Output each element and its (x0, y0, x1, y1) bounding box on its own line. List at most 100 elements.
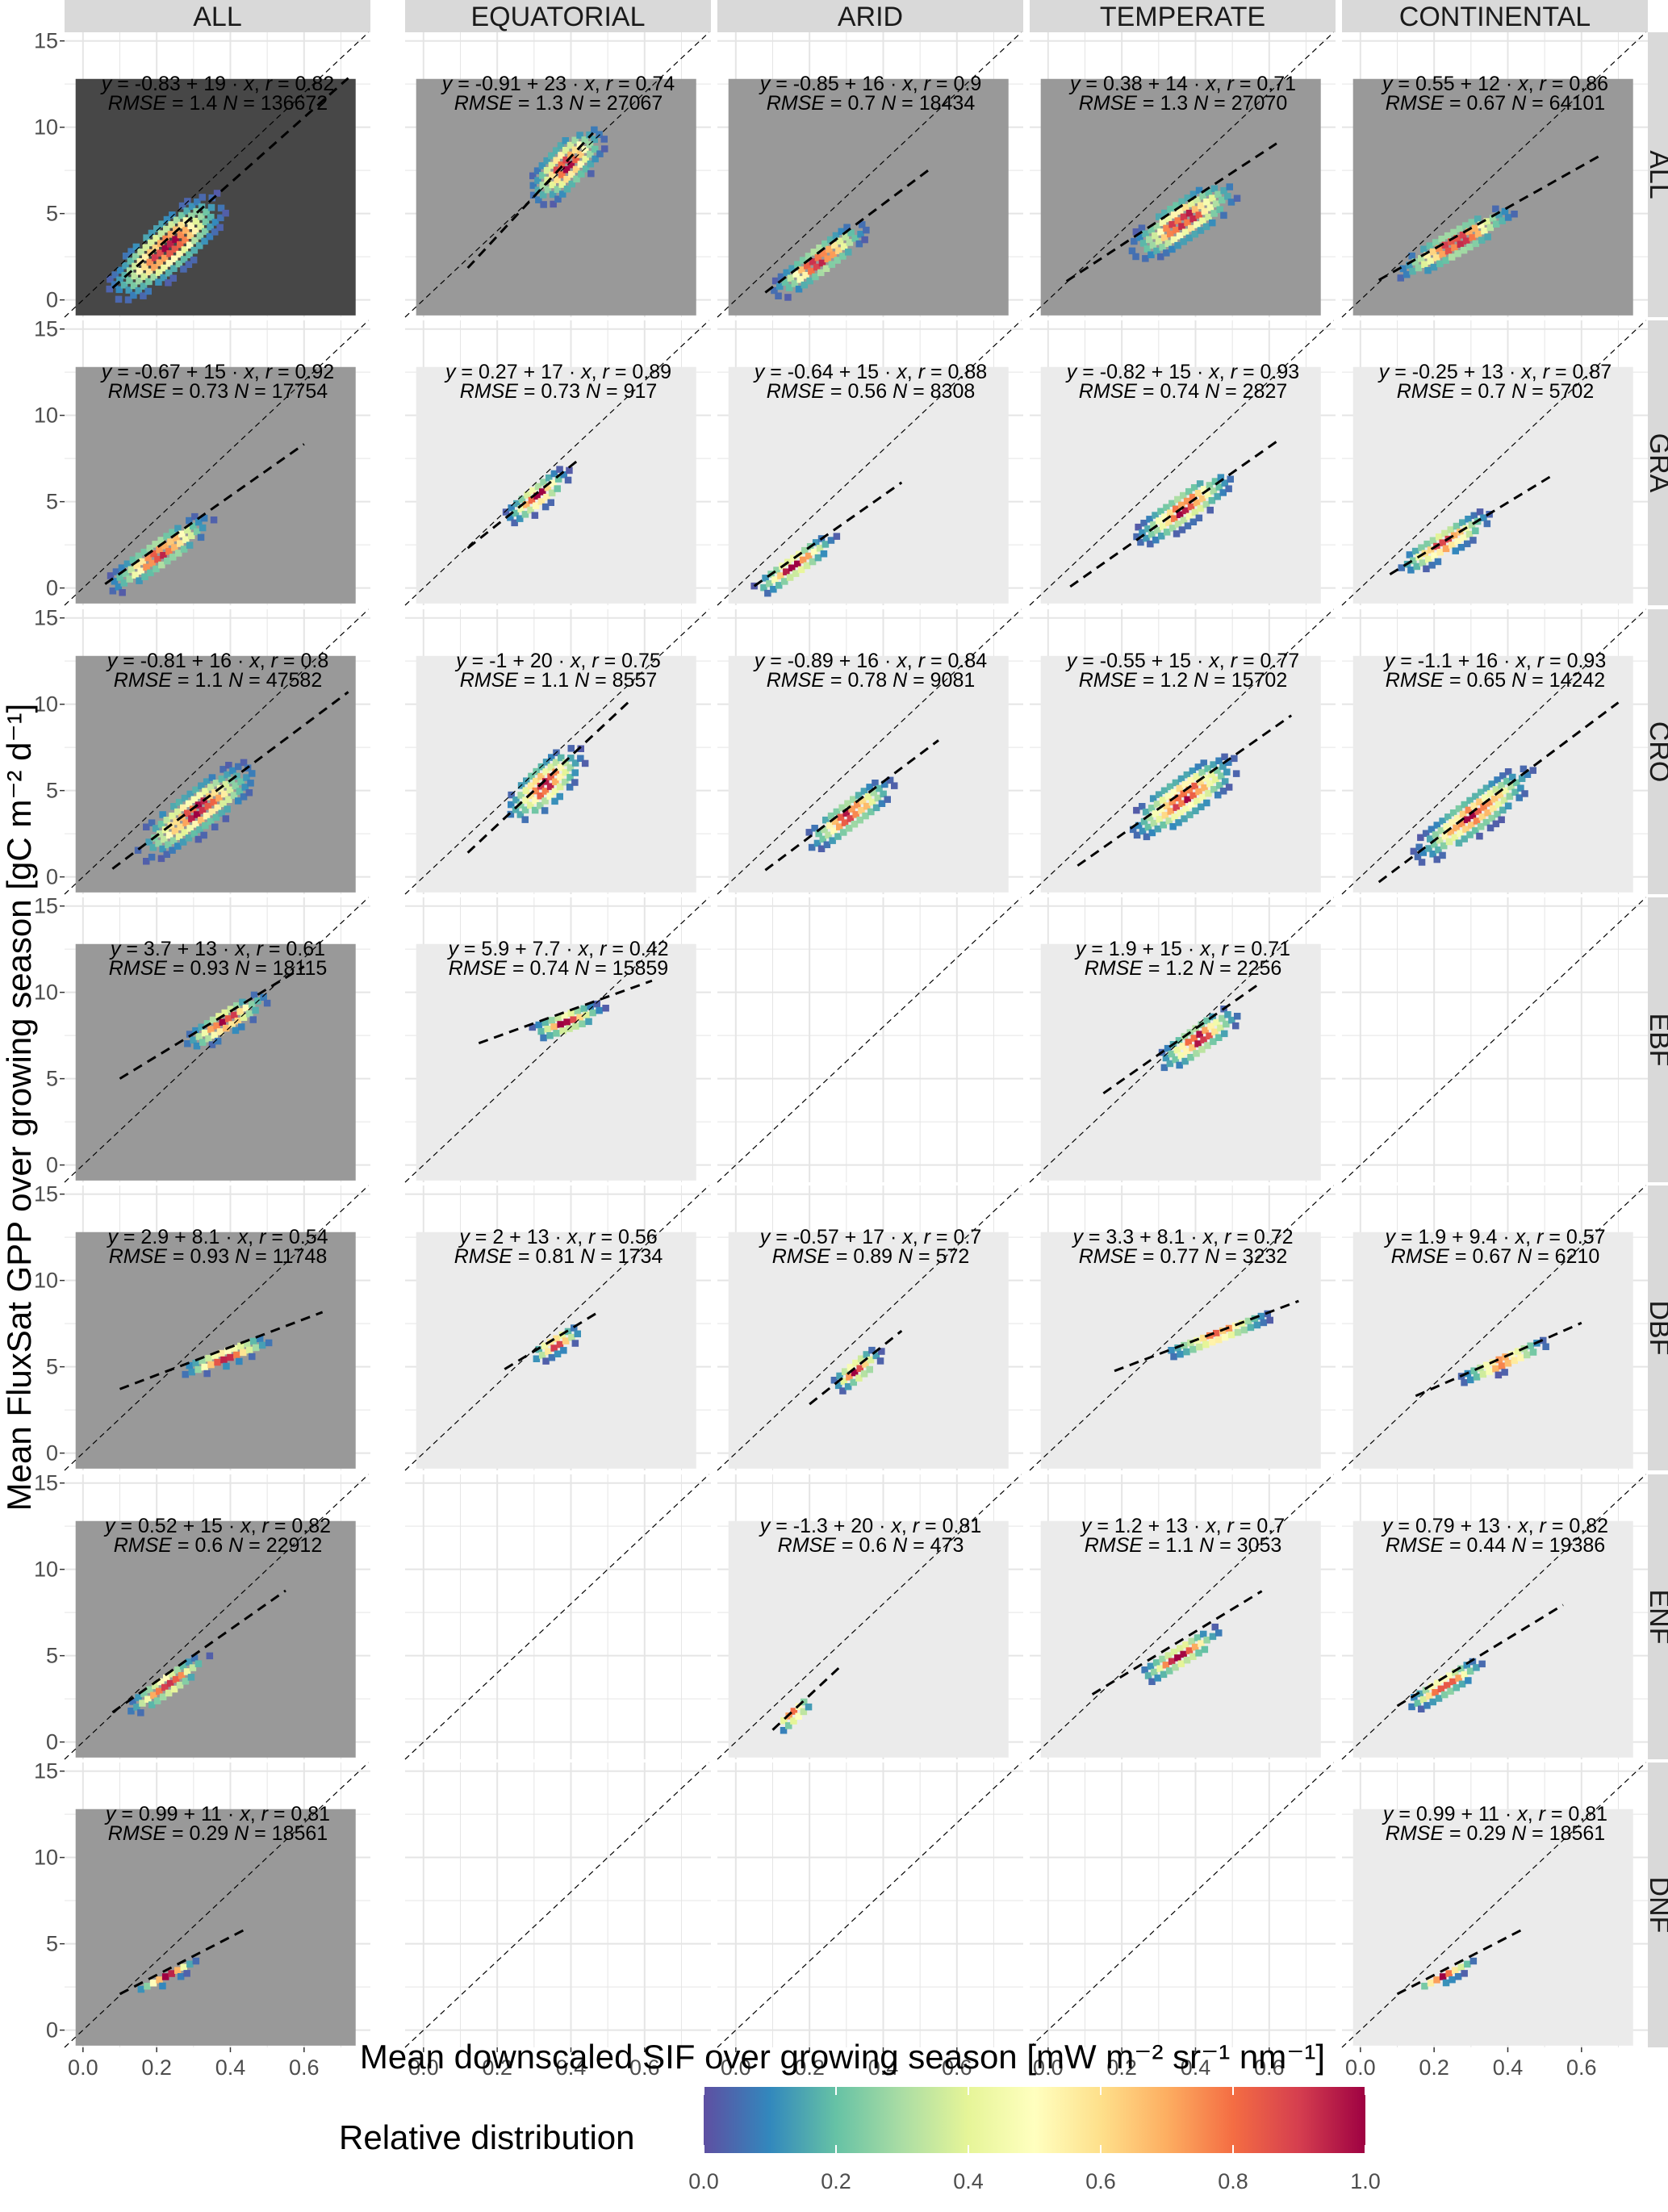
heatmap-cell (144, 287, 152, 295)
heatmap-cell (167, 240, 174, 248)
heatmap-cell (1146, 516, 1153, 523)
one-to-one-line (64, 1474, 370, 1760)
heatmap-cell (576, 132, 583, 139)
heatmap-cell (799, 556, 807, 564)
heatmap-cell (534, 186, 542, 194)
heatmap-cell (833, 533, 841, 540)
heatmap-cell (539, 488, 546, 496)
heatmap-cell (237, 1342, 245, 1350)
heatmap-cell (148, 229, 156, 237)
heatmap-cell (192, 227, 199, 235)
heatmap-cell (785, 1722, 792, 1729)
heatmap-cell (839, 253, 847, 260)
heatmap-cell (1133, 806, 1140, 814)
heatmap-cell (1163, 504, 1170, 511)
heatmap-cell (557, 773, 564, 781)
heatmap-cell (182, 227, 190, 234)
heatmap-cell (1199, 192, 1206, 200)
x-tick-label: 0.4 (1181, 2055, 1211, 2080)
heatmap-cell (1137, 538, 1144, 546)
one-to-one-line (64, 897, 370, 1183)
heatmap-cell (821, 826, 828, 834)
heatmap-cell (1465, 228, 1473, 236)
heatmap-cell (161, 245, 169, 253)
heatmap-cell (202, 788, 209, 795)
heatmap-cell (541, 788, 550, 795)
heatmap-cell (1454, 537, 1461, 546)
heatmap-cell (203, 778, 211, 785)
heatmap-cell (1221, 1030, 1228, 1038)
heatmap-cell (531, 512, 539, 519)
heatmap-cell (576, 141, 584, 148)
one-to-one-line (404, 1474, 710, 1760)
heatmap-cell (1163, 529, 1171, 536)
heatmap-cell (796, 276, 804, 283)
heatmap-cell (1499, 772, 1507, 780)
heatmap-cell (1507, 783, 1515, 791)
heatmap-cell (1435, 533, 1443, 541)
heatmap-cell (1176, 511, 1184, 518)
heatmap-cell (1227, 1331, 1235, 1339)
heatmap-cell (225, 796, 232, 803)
heatmap-cell (1463, 1662, 1470, 1669)
heatmap-cell (776, 282, 784, 291)
heatmap-cell (1211, 1623, 1219, 1631)
heatmap-cell (1185, 234, 1193, 242)
heatmap-cell (1203, 199, 1210, 206)
heatmap-cell (1180, 238, 1187, 245)
heatmap-cell (143, 234, 150, 241)
heatmap-cell (1133, 831, 1141, 839)
one-to-one-line (1029, 1762, 1335, 2048)
heatmap-cell (813, 263, 821, 271)
heatmap-cell (534, 177, 541, 184)
one-to-one-line (1341, 897, 1647, 1183)
heatmap-cell (161, 1973, 169, 1980)
heatmap-cell (190, 246, 199, 254)
heatmap-cell (238, 1023, 245, 1031)
heatmap-cell (828, 261, 836, 268)
column-strip-label: ARID (838, 2, 903, 32)
panel-arid-ebf (717, 897, 1023, 1183)
x-tick-label: 0.6 (289, 2055, 320, 2080)
column-strip (1342, 0, 1648, 32)
heatmap-cell (148, 1701, 156, 1708)
heatmap-cell (878, 800, 886, 807)
heatmap-cell (535, 196, 542, 203)
heatmap-cell (1204, 491, 1212, 499)
row-strip (1648, 1185, 1668, 1470)
heatmap-cell (1147, 1662, 1155, 1670)
heatmap-cell (578, 170, 585, 178)
heatmap-cell (780, 1727, 788, 1734)
heatmap-cell (867, 808, 875, 816)
heatmap-cell (781, 578, 788, 585)
regression-equation: y = 1.9 + 15 · x, r = 0.71 (1074, 938, 1290, 960)
heatmap-cell (554, 186, 562, 193)
heatmap-cell (1495, 1356, 1503, 1364)
heatmap-cell (178, 221, 185, 229)
heatmap-cell (1206, 780, 1214, 788)
heatmap-cell (224, 805, 231, 813)
heatmap-cell (1161, 513, 1168, 521)
heatmap-cell (243, 774, 250, 781)
regression-stats: RMSE = 0.74 N = 15859 (449, 957, 668, 980)
heatmap-cell (1223, 768, 1231, 776)
heatmap-cell (211, 219, 219, 226)
heatmap-cell (1461, 835, 1468, 843)
heatmap-cell (552, 759, 560, 766)
heatmap-cell (546, 1032, 554, 1039)
heatmap-cell (143, 858, 150, 865)
heatmap-cell (821, 541, 830, 548)
y-tick-label: 5 (46, 1355, 58, 1379)
heatmap-cell (553, 157, 560, 164)
heatmap-cell (1144, 823, 1152, 831)
heatmap-cell (771, 277, 780, 285)
heatmap-cell (1144, 1672, 1152, 1679)
heatmap-cell (184, 526, 191, 534)
fit-line (504, 1310, 601, 1370)
heatmap-cell (549, 171, 556, 179)
heatmap-cell (1478, 236, 1486, 244)
heatmap-cell (1427, 546, 1435, 554)
heatmap-cell (1521, 790, 1528, 797)
